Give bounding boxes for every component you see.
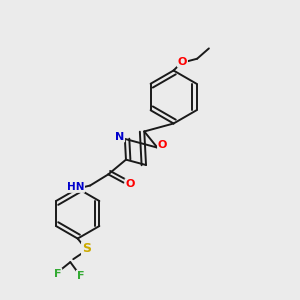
Text: HN: HN [67,182,84,192]
Text: F: F [77,271,84,281]
Text: S: S [82,242,91,255]
Text: O: O [125,179,135,189]
Text: O: O [158,140,167,150]
Text: F: F [54,269,62,279]
Text: O: O [178,57,187,67]
Text: N: N [115,132,124,142]
